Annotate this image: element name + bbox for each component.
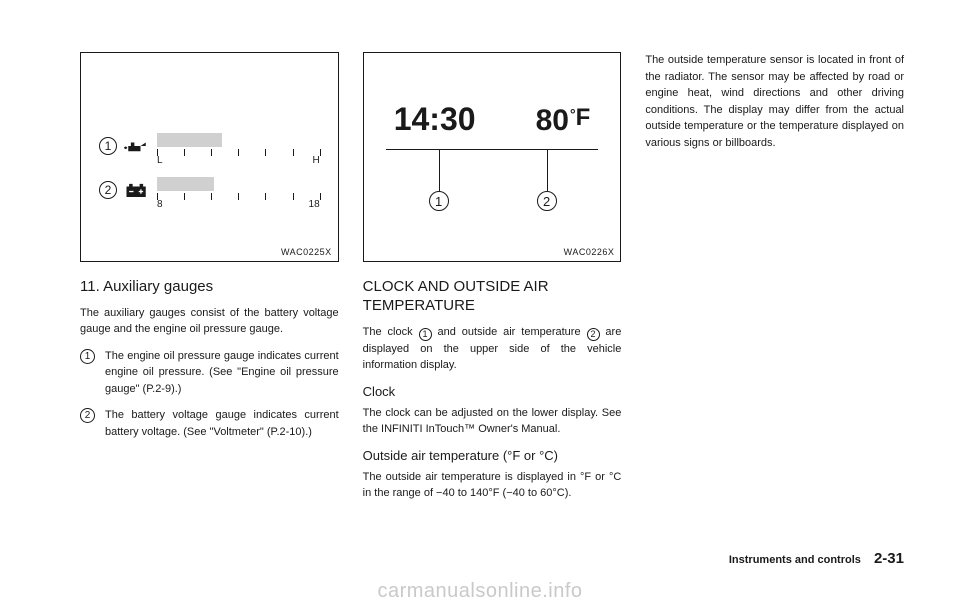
oil-gauge-bar: L H: [157, 133, 320, 159]
figure2-callout-2: 2: [537, 191, 557, 211]
heading-auxiliary-gauges: 11. Auxiliary gauges: [80, 278, 339, 297]
figure1-label: WAC0225X: [281, 247, 332, 257]
figure2-rule: [386, 149, 599, 150]
figure-auxiliary-gauges: 1 L: [80, 52, 339, 262]
clock-value: 14:30: [394, 101, 476, 138]
temp-value: 80 ° F: [536, 104, 591, 138]
oil-scale-left: L: [157, 155, 163, 166]
figure2-label: WAC0226X: [564, 247, 615, 257]
leader-line-2: [547, 149, 548, 191]
clock-body: The clock can be adjusted on the lower d…: [363, 405, 622, 438]
footer-page: 2-31: [874, 550, 904, 567]
oil-scale-right: H: [312, 155, 319, 166]
col3-body: The outside temperature sensor is locate…: [645, 52, 904, 151]
subheading-clock: Clock: [363, 384, 622, 399]
watermark: carmanualsonline.info: [0, 580, 960, 603]
subheading-outside-temp: Outside air temperature (°F or °C): [363, 448, 622, 463]
callout-1: 1: [99, 137, 117, 155]
figure-clock-temp: 14:30 80 ° F 1 2 WAC0226X: [363, 52, 622, 262]
oil-can-icon: [123, 137, 151, 155]
clock-temp-intro: The clock 1 and outside air temperature …: [363, 324, 622, 374]
battery-icon: [123, 181, 151, 199]
outside-temp-body: The outside air temperature is displayed…: [363, 469, 622, 502]
gauge-row-battery: 2: [99, 177, 320, 203]
list-text-2: The battery voltage gauge indicates curr…: [105, 407, 339, 440]
inline-callout-2: 2: [587, 328, 600, 341]
temp-number: 80: [536, 104, 569, 138]
callout-2: 2: [99, 181, 117, 199]
heading-clock-temp: CLOCK AND OUTSIDE AIR TEMPERATURE: [363, 278, 622, 316]
inline-callout-1: 1: [419, 328, 432, 341]
list-item-1: 1 The engine oil pressure gauge indicate…: [80, 348, 339, 398]
list-text-1: The engine oil pressure gauge indicates …: [105, 348, 339, 398]
leader-line-1: [439, 149, 440, 191]
aux-gauges-intro: The auxiliary gauges consist of the batt…: [80, 305, 339, 338]
footer-section: Instruments and controls: [729, 554, 861, 566]
list-num-1: 1: [80, 349, 95, 364]
page-footer: Instruments and controls 2-31: [729, 550, 904, 567]
list-num-2: 2: [80, 408, 95, 423]
battery-gauge-bar: 8 18: [157, 177, 320, 203]
batt-scale-left: 8: [157, 199, 163, 210]
list-item-2: 2 The battery voltage gauge indicates cu…: [80, 407, 339, 440]
figure2-callout-1: 1: [429, 191, 449, 211]
gauge-row-oil: 1 L: [99, 133, 320, 159]
temp-unit: F: [576, 104, 591, 132]
batt-scale-right: 18: [309, 199, 320, 210]
